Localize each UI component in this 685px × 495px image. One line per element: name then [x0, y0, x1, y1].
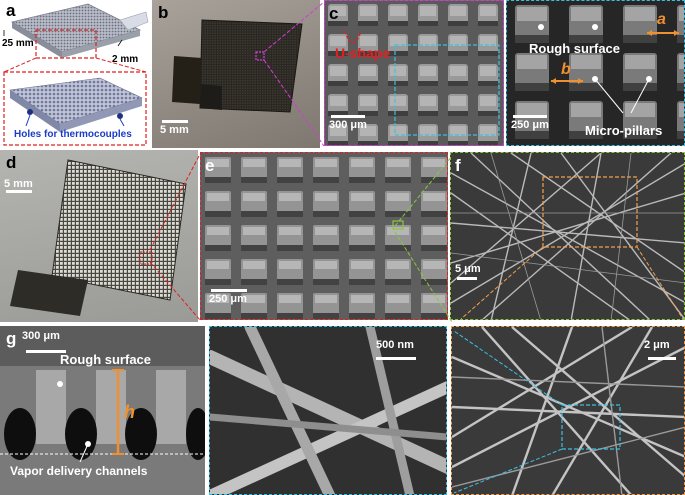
inset-caption: Holes for thermocouples — [14, 129, 132, 140]
scale-bar — [162, 120, 188, 123]
panel-d-photo — [10, 159, 187, 316]
dimension-h: h — [124, 402, 135, 422]
sem-micropillar-array — [325, 1, 503, 145]
rough-surface-annotation: Rough surface — [60, 352, 152, 367]
scale-bar — [376, 357, 416, 360]
scale-bar-label: 5 μm — [455, 263, 481, 275]
scale-bar — [648, 357, 676, 360]
scale-bar — [26, 350, 66, 353]
micro-pillars-annotation: Micro-pillars — [585, 123, 663, 138]
u-shape-annotation: U-shape — [335, 45, 391, 61]
panel-label: d — [6, 153, 17, 172]
sem-nanofibers-mid-mag — [452, 327, 684, 494]
scale-bar-label: 250 μm — [209, 293, 247, 305]
panel-label: e — [205, 156, 215, 175]
dimension-height: 2 mm — [112, 54, 139, 65]
scale-bar-label: 5 mm — [4, 178, 33, 190]
panel-label: f — [455, 156, 461, 175]
panel-label: c — [329, 4, 339, 23]
scale-bar — [457, 277, 477, 280]
panel-c: c U-shape 300 μm — [324, 0, 504, 146]
dimension-a: a — [657, 11, 666, 28]
sem-nanofibers-high-mag — [210, 327, 446, 494]
panel-a-illustration — [3, 3, 149, 146]
dimension-b: b — [561, 61, 571, 78]
dimension-width: 25 mm — [2, 38, 34, 49]
scale-bar — [513, 115, 547, 118]
panel-e: e 250 μm — [200, 152, 448, 320]
panel-label: a — [6, 1, 16, 20]
panel-d: d 5 mm — [0, 150, 198, 322]
sem-micropillar-zoom — [507, 1, 684, 145]
sem-cross-section — [0, 326, 205, 495]
scale-bar-label: 250 μm — [511, 119, 549, 131]
panel-f: f 5 μm — [450, 152, 685, 320]
panel-b: b 5 mm — [152, 0, 320, 148]
scale-bar-label: 300 μm — [22, 330, 60, 342]
sem-nanofibers — [451, 153, 684, 319]
panel-a: a 25 mm 2 mm Holes for thermocouples — [0, 0, 150, 148]
panel-g-nanofiber-mid: 2 μm — [451, 326, 685, 495]
scale-bar-label: 2 μm — [644, 339, 670, 351]
panel-g-nanofiber-zoom: 500 nm — [209, 326, 447, 495]
rough-surface-annotation: Rough surface — [529, 41, 621, 56]
scale-bar-label: 300 μm — [329, 119, 367, 131]
scale-bar — [211, 289, 247, 292]
panel-c-zoom: Rough surface a b Micro-pillars 250 μm — [506, 0, 685, 146]
scale-bar — [331, 115, 365, 118]
vapor-channels-annotation: Vapor delivery channels — [10, 464, 148, 478]
panel-g: g 300 μm Rough surface h Vapor delivery … — [0, 326, 205, 495]
scale-bar-label: 500 nm — [376, 339, 414, 351]
scale-bar-label: 5 mm — [160, 124, 189, 136]
panel-label: g — [6, 329, 17, 348]
panel-label: b — [158, 3, 169, 22]
scale-bar — [6, 190, 32, 193]
